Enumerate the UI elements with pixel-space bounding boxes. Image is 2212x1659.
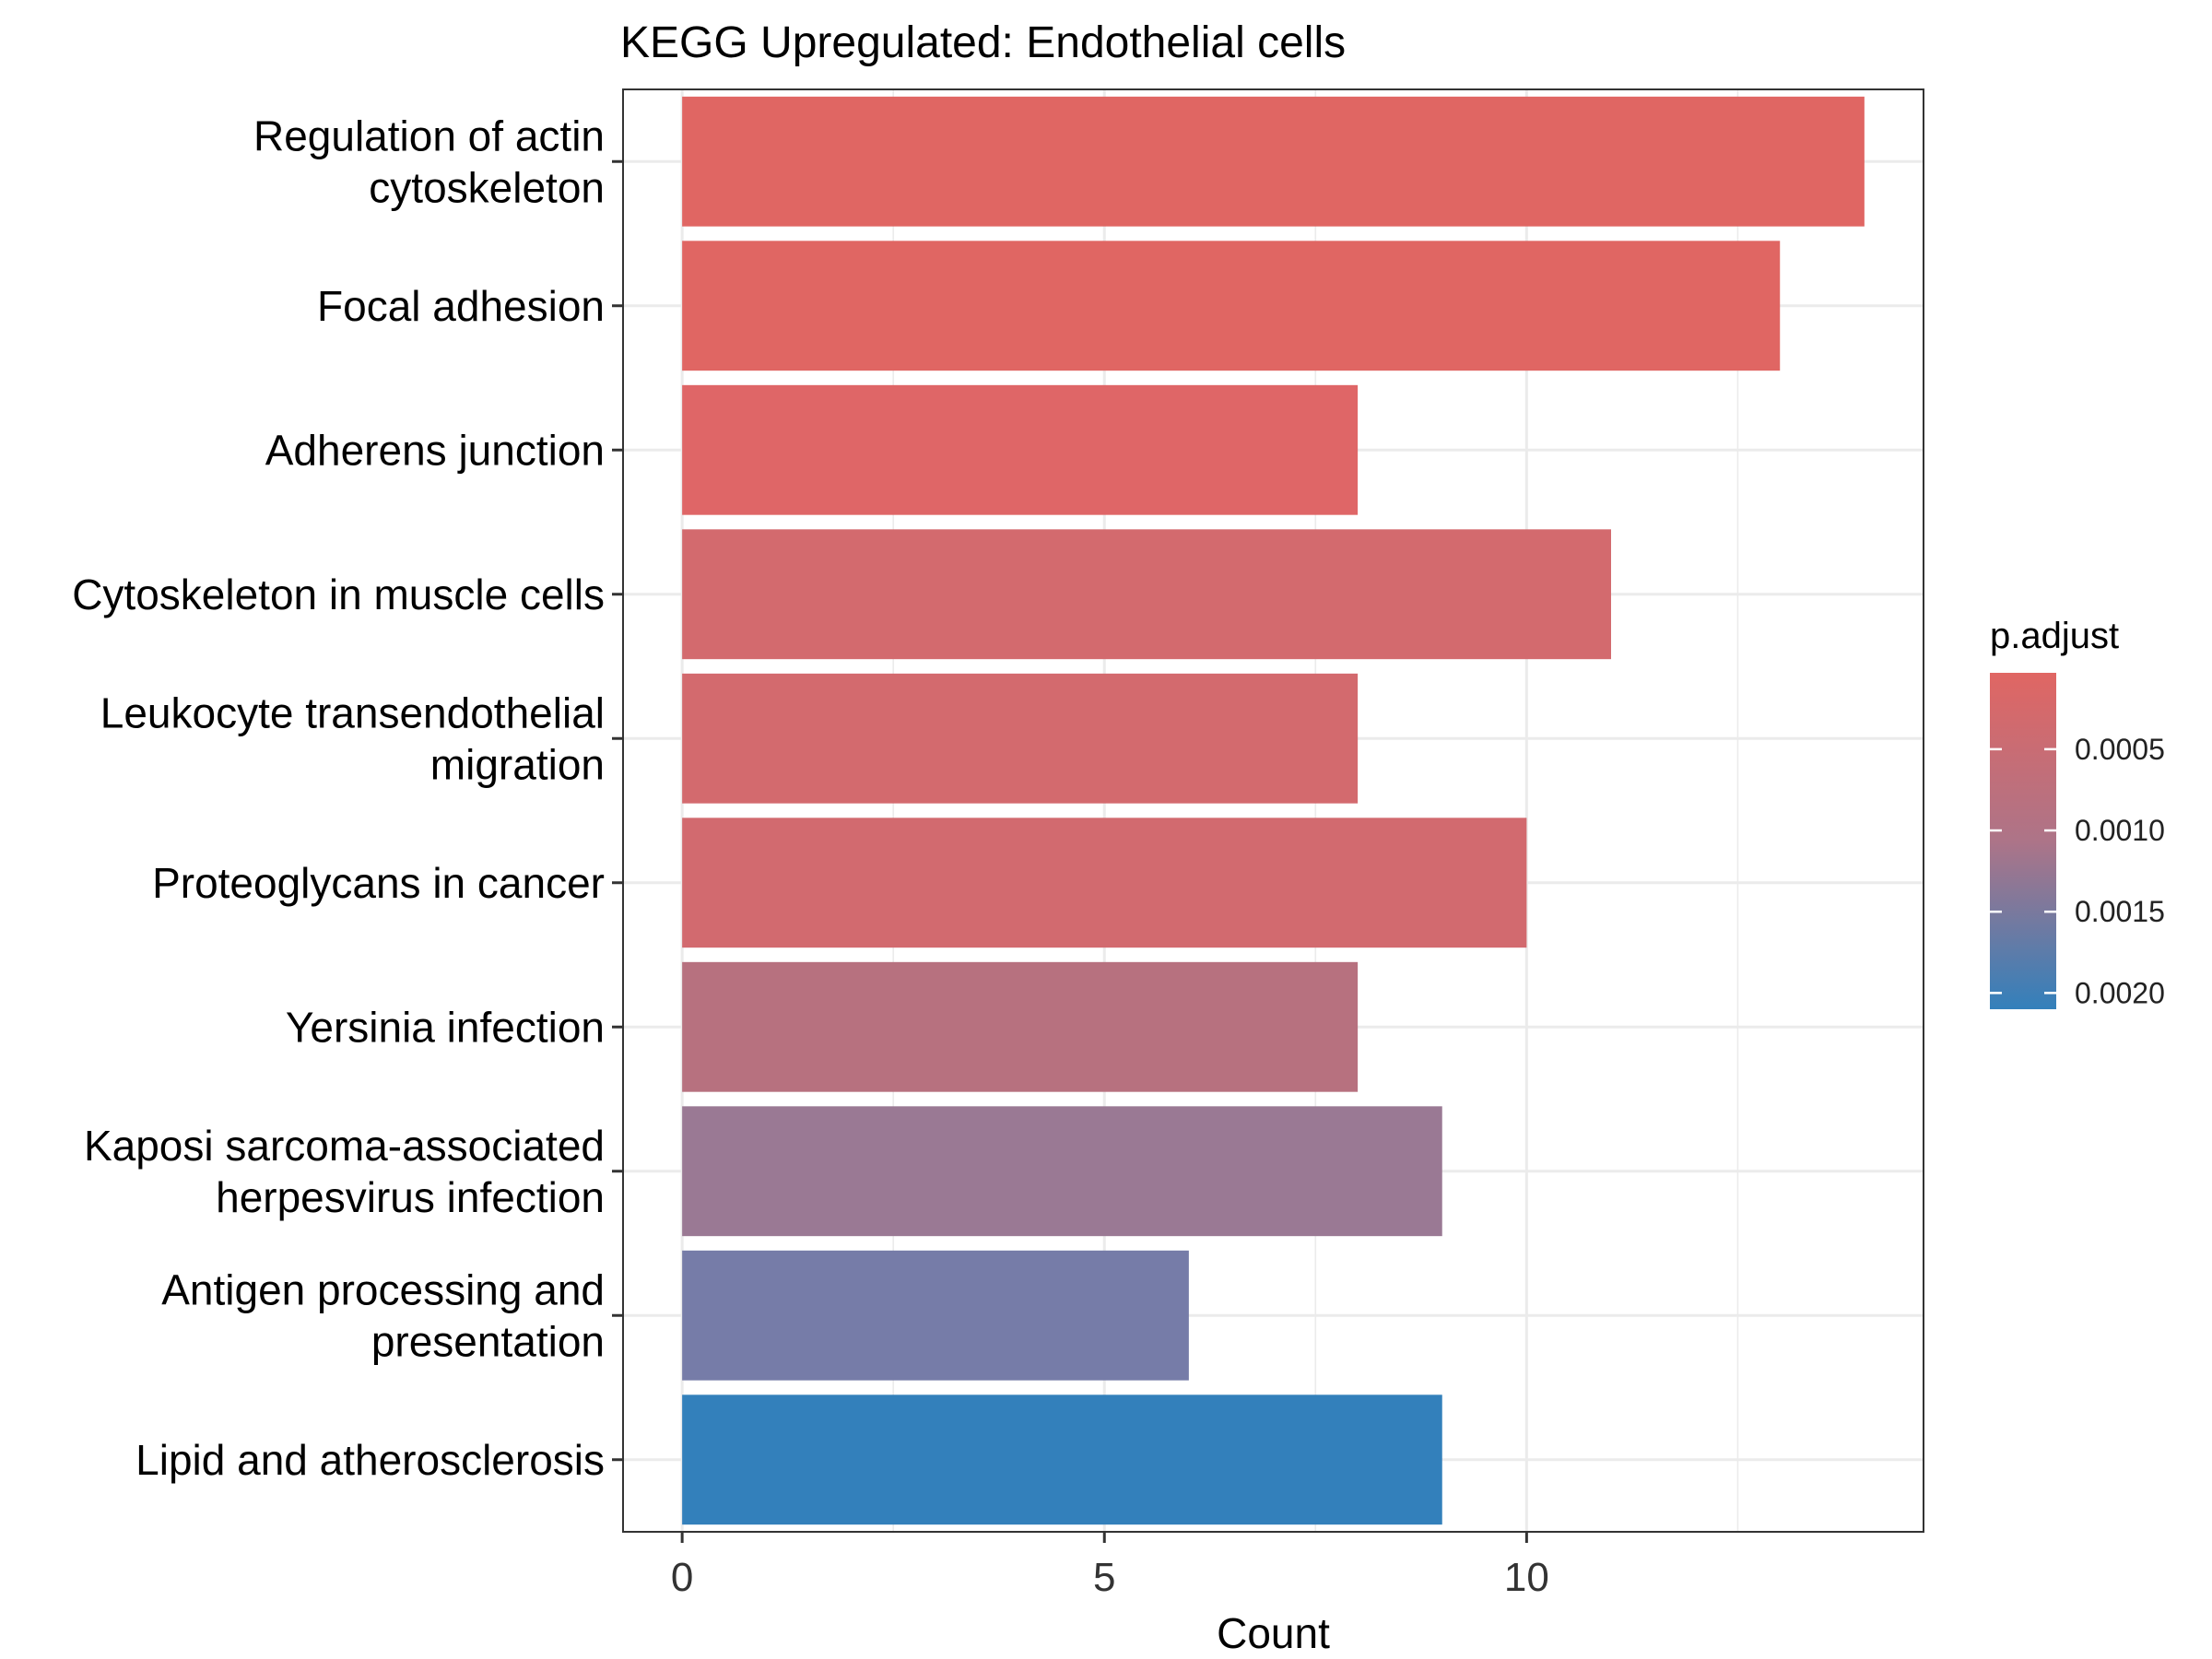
y-tick-label: Antigen processing and presentation (161, 1265, 605, 1365)
y-tick-label: Cytoskeleton in muscle cells (72, 571, 605, 618)
color-legend: p.adjust 0.0005 0.0010 0.0015 0.0020 (1990, 616, 2165, 1009)
bar (682, 529, 1611, 660)
y-tick-label: Focal adhesion (317, 282, 605, 330)
chart-title: KEGG Upregulated: Endothelial cells (620, 18, 1346, 67)
bar (682, 1106, 1442, 1237)
bars (682, 96, 1865, 1525)
y-tick-label: Yersinia infection (286, 1003, 605, 1051)
y-tick-label: Adherens junction (265, 426, 605, 474)
bar (682, 818, 1527, 948)
legend-tick-label: 0.0010 (2075, 814, 2165, 847)
bar (682, 1394, 1442, 1525)
y-tick-label: Regulation of actin cytoskeleton (253, 112, 605, 211)
plot-panel-border (622, 88, 1924, 1533)
legend-tick-label: 0.0015 (2075, 895, 2165, 928)
bar (682, 673, 1359, 804)
y-tick-label: Kaposi sarcoma-associated herpesvirus inf… (84, 1122, 605, 1221)
y-tick-label: Proteoglycans in cancer (152, 859, 605, 907)
x-tick-label: 0 (671, 1555, 693, 1600)
x-axis: 0 5 10 (671, 1532, 1549, 1600)
legend-tick-label: 0.0020 (2075, 976, 2165, 1009)
y-axis: Regulation of actin cytoskeleton Focal adh… (72, 112, 623, 1484)
legend-colorbar (1990, 673, 2056, 1009)
x-tick-label: 5 (1093, 1555, 1115, 1600)
bar (682, 241, 1781, 371)
y-tick-label: Leukocyte transendothelial migration (100, 688, 605, 788)
bar (682, 1250, 1189, 1381)
x-tick-label: 10 (1504, 1555, 1549, 1600)
bar (682, 961, 1359, 1092)
legend-tick-label: 0.0005 (2075, 733, 2165, 766)
y-tick-label: Lipid and atherosclerosis (135, 1436, 605, 1484)
bar (682, 384, 1359, 515)
bar (682, 96, 1865, 227)
legend-title: p.adjust (1990, 616, 2119, 656)
x-axis-title: Count (1217, 1609, 1330, 1657)
